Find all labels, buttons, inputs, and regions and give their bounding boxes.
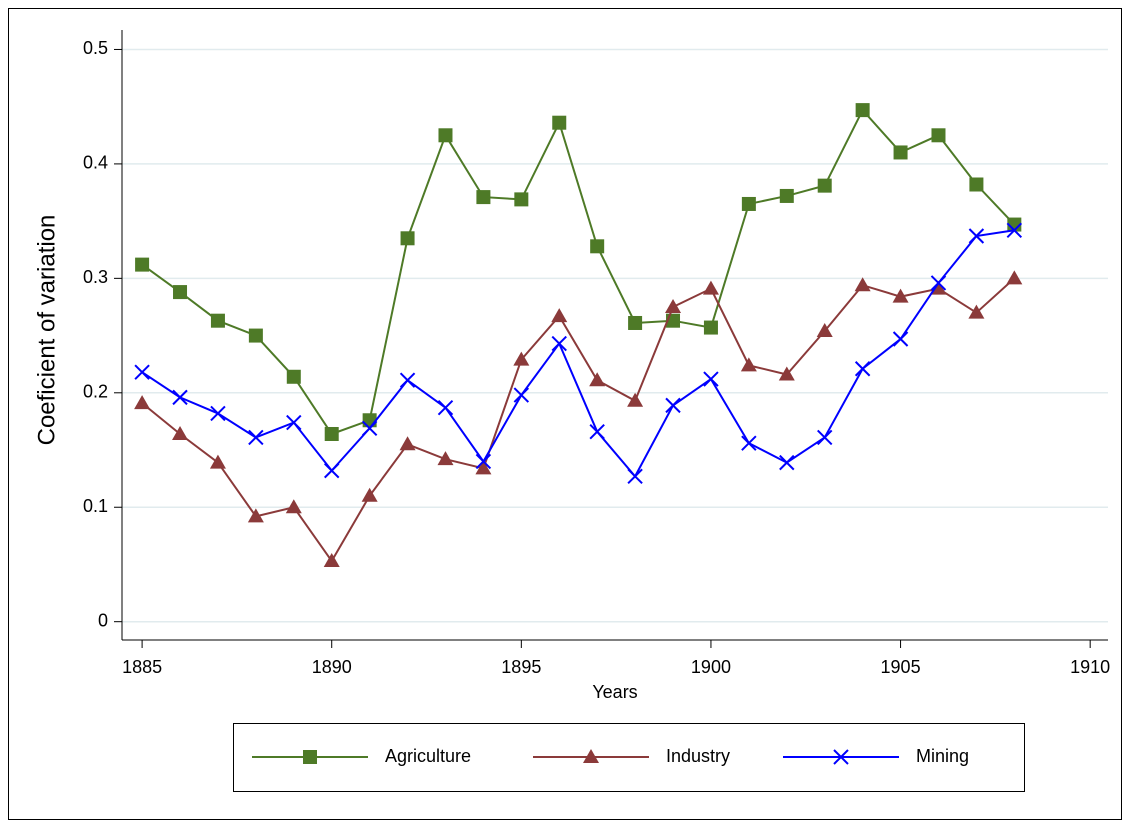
marker [172,425,189,440]
x-tick-label: 1905 [881,657,921,677]
marker [323,553,340,568]
marker [589,423,605,440]
marker [475,453,492,470]
marker [437,451,454,466]
legend-marker [583,749,599,763]
marker [173,285,188,300]
marker [476,190,491,205]
marker [627,392,644,407]
marker [513,387,530,403]
marker [968,304,985,319]
x-tick-label: 1890 [312,657,352,677]
marker [628,315,643,330]
marker [703,371,719,387]
marker [552,115,567,130]
x-axis-title: Years [592,682,637,702]
marker [551,335,567,352]
marker [702,280,719,295]
marker [930,280,947,295]
y-tick-label: 0.3 [83,267,108,287]
marker [172,389,188,406]
marker [400,231,415,246]
marker [741,435,757,451]
marker [285,499,302,514]
marker [779,188,794,203]
marker [399,372,416,388]
marker [361,487,378,502]
marker [627,468,643,485]
x-tick-label: 1895 [501,657,541,677]
marker [703,320,718,335]
series-line [141,277,1016,563]
marker [135,257,150,272]
x-tick-label: 1910 [1070,657,1110,677]
marker [817,178,832,193]
y-tick-label: 0.2 [83,382,108,402]
marker [514,192,529,207]
marker [1006,270,1023,285]
marker [362,413,377,428]
marker [589,372,606,387]
marker [817,429,833,446]
marker [1006,222,1023,238]
legend-marker [303,750,317,764]
y-axis-title: Coeficient of variation [33,215,60,446]
marker [286,414,302,431]
marker [778,366,795,381]
legend-label: Agriculture [385,746,471,766]
marker [665,397,681,414]
marker [324,462,340,479]
marker [741,196,756,211]
y-tick-label: 0 [98,610,108,630]
marker [816,322,833,337]
marker [475,460,492,475]
marker [324,426,339,441]
legend-label: Mining [916,746,969,766]
legend-label: Industry [666,746,730,766]
x-tick-label: 1900 [691,657,731,677]
marker [931,128,946,143]
marker [892,288,909,303]
marker [855,103,870,118]
marker [930,275,947,291]
marker [437,399,454,416]
marker [740,357,757,372]
marker [969,177,984,192]
marker [854,361,871,377]
marker [438,128,453,143]
frame [8,8,1122,820]
marker [513,351,530,366]
marker [892,331,909,347]
marker [248,429,264,446]
y-tick-label: 0.4 [83,153,108,173]
marker [210,313,225,328]
marker [209,454,226,469]
marker [399,436,416,451]
marker [134,395,151,410]
marker [551,308,568,323]
marker [854,277,871,292]
legend-marker [833,749,849,765]
marker [361,420,378,436]
y-tick-label: 0.1 [83,496,108,516]
x-tick-label: 1885 [122,657,162,677]
marker [779,454,795,471]
marker [248,328,263,343]
y-tick-label: 0.5 [83,38,108,58]
marker [286,369,301,384]
marker [247,508,264,523]
marker [665,298,682,313]
marker [968,228,985,244]
marker [893,145,908,160]
marker [134,364,150,380]
marker [210,405,226,422]
marker [590,239,605,254]
